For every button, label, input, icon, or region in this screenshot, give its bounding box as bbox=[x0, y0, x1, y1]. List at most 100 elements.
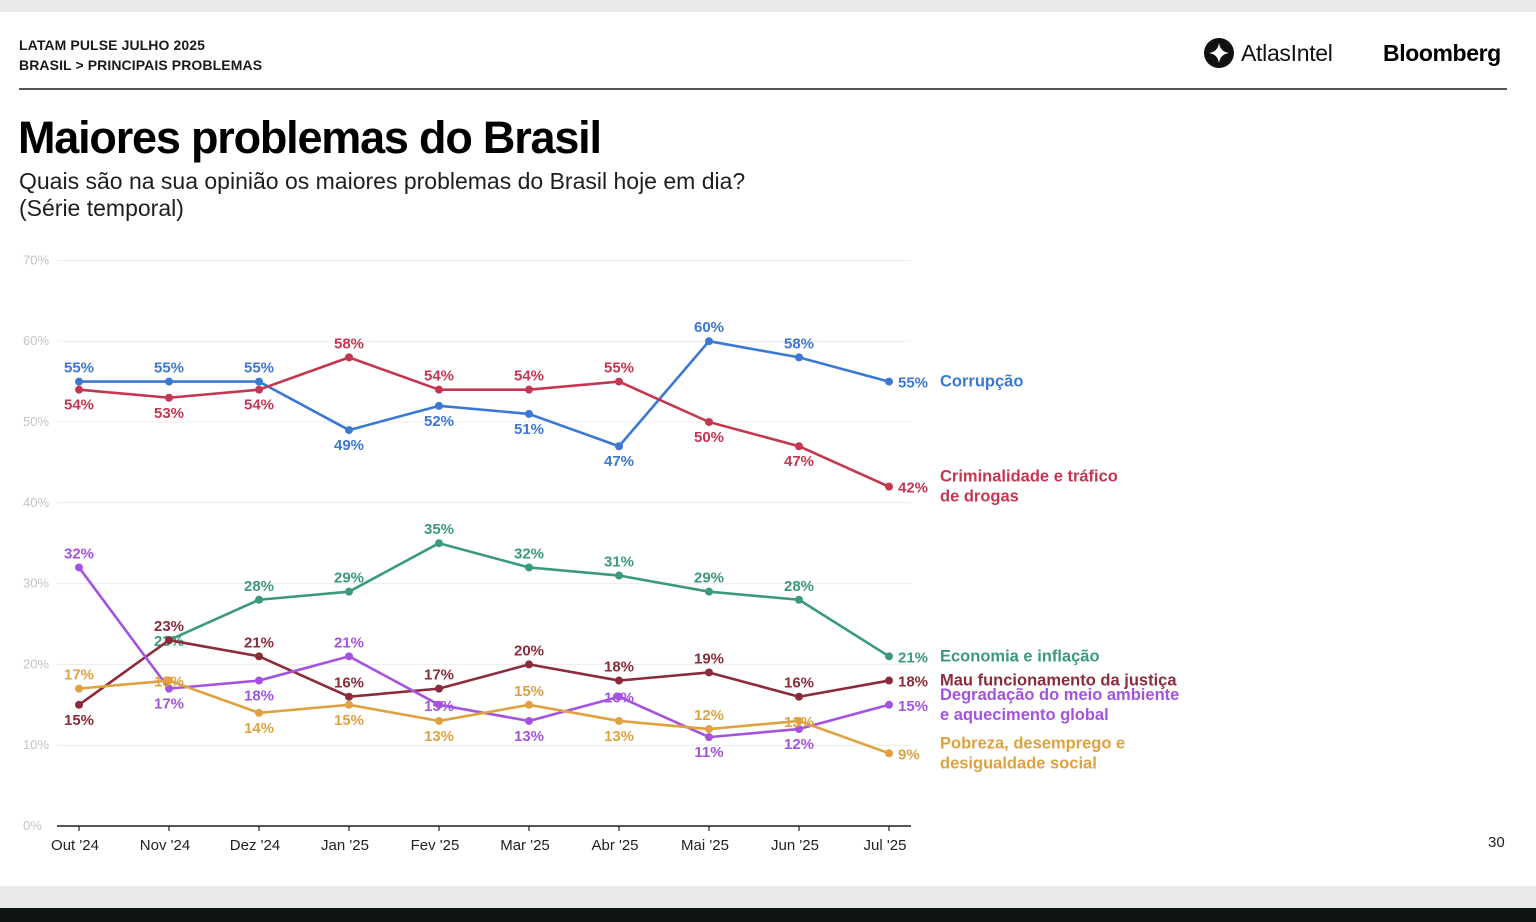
data-label: 58% bbox=[334, 335, 364, 352]
atlasintel-mark-icon bbox=[1204, 38, 1234, 68]
data-point bbox=[345, 426, 353, 435]
kicker: LATAM PULSE JULHO 2025 BRASIL > PRINCIPA… bbox=[19, 35, 262, 75]
data-point bbox=[795, 442, 803, 451]
legend-label: desigualdade social bbox=[940, 754, 1097, 772]
data-point bbox=[255, 377, 263, 386]
data-point bbox=[165, 676, 173, 685]
data-label: 17% bbox=[64, 667, 94, 684]
x-tick-label: Fev '25 bbox=[411, 837, 460, 854]
data-label: 15% bbox=[334, 712, 364, 729]
series-line bbox=[78, 679, 890, 755]
data-label: 53% bbox=[154, 405, 184, 422]
data-point bbox=[885, 749, 893, 758]
data-point bbox=[795, 716, 803, 725]
data-label: 18% bbox=[154, 674, 184, 691]
x-tick-label: Jul '25 bbox=[864, 837, 907, 854]
header-divider bbox=[19, 88, 1507, 90]
data-label: 29% bbox=[334, 570, 364, 587]
legend-label: Degradação do meio ambiente bbox=[940, 686, 1179, 704]
data-point bbox=[705, 668, 713, 677]
data-label: 29% bbox=[694, 570, 724, 587]
data-label: 54% bbox=[244, 397, 274, 414]
data-point bbox=[795, 725, 803, 734]
data-label: 9% bbox=[898, 746, 920, 763]
subtitle-line-2: (Série temporal) bbox=[19, 195, 184, 221]
data-label: 52% bbox=[424, 413, 454, 430]
y-tick-label: 10% bbox=[23, 737, 49, 752]
data-label: 18% bbox=[898, 674, 928, 691]
data-label: 12% bbox=[784, 736, 814, 753]
data-point bbox=[615, 377, 623, 386]
data-point bbox=[75, 377, 83, 386]
data-point bbox=[705, 725, 713, 734]
data-point bbox=[615, 692, 623, 701]
y-tick-label: 40% bbox=[23, 495, 49, 510]
legend-label: Economia e inflação bbox=[940, 647, 1100, 665]
data-point bbox=[885, 377, 893, 386]
data-point bbox=[345, 692, 353, 701]
legend-label: Corrupção bbox=[940, 373, 1023, 391]
data-point bbox=[885, 700, 893, 709]
atlasintel-logo: AtlasIntel bbox=[1203, 36, 1333, 70]
y-tick-label: 70% bbox=[23, 252, 49, 267]
data-label: 12% bbox=[694, 707, 724, 724]
data-label: 54% bbox=[424, 368, 454, 385]
data-label: 18% bbox=[604, 659, 634, 676]
data-point bbox=[615, 571, 623, 580]
data-label: 55% bbox=[898, 375, 928, 392]
data-label: 32% bbox=[514, 545, 544, 562]
data-label: 21% bbox=[244, 634, 274, 651]
data-label: 47% bbox=[604, 453, 634, 470]
data-point bbox=[525, 563, 533, 572]
data-label: 14% bbox=[244, 720, 274, 737]
data-label: 55% bbox=[244, 360, 274, 377]
data-point bbox=[345, 587, 353, 596]
data-label: 16% bbox=[784, 675, 814, 692]
data-label: 31% bbox=[604, 554, 634, 571]
data-label: 13% bbox=[784, 714, 814, 731]
data-point bbox=[615, 442, 623, 451]
data-label: 23% bbox=[154, 618, 184, 635]
data-point bbox=[435, 684, 443, 693]
data-point bbox=[615, 716, 623, 725]
bloomberg-logo: Bloomberg bbox=[1383, 39, 1501, 66]
series-line bbox=[78, 356, 890, 488]
y-tick-label: 30% bbox=[23, 576, 49, 591]
data-point bbox=[345, 652, 353, 661]
data-point bbox=[795, 353, 803, 362]
data-point bbox=[525, 660, 533, 669]
data-label: 55% bbox=[64, 360, 94, 377]
data-label: 18% bbox=[244, 688, 274, 705]
data-point bbox=[345, 700, 353, 709]
data-point bbox=[255, 385, 263, 394]
data-label: 17% bbox=[154, 696, 184, 713]
x-tick-label: Nov '24 bbox=[140, 837, 190, 854]
kicker-line-2: BRASIL > PRINCIPAIS PROBLEMAS bbox=[19, 57, 263, 73]
kicker-line-1: LATAM PULSE JULHO 2025 bbox=[19, 37, 206, 53]
data-label: 58% bbox=[784, 335, 814, 352]
bottom-strip bbox=[0, 908, 1536, 922]
page-subtitle: Quais são na sua opinião os maiores prob… bbox=[19, 168, 919, 222]
data-point bbox=[705, 733, 713, 742]
data-point bbox=[525, 385, 533, 394]
data-label: 32% bbox=[64, 545, 94, 562]
data-point bbox=[75, 684, 83, 693]
data-label: 16% bbox=[334, 675, 364, 692]
data-label: 54% bbox=[514, 368, 544, 385]
data-label: 49% bbox=[334, 437, 364, 454]
y-tick-label: 20% bbox=[23, 656, 49, 671]
data-point bbox=[885, 482, 893, 491]
legend-label: Mau funcionamento da justiça bbox=[940, 672, 1177, 690]
y-tick-label: 50% bbox=[23, 414, 49, 429]
data-point bbox=[525, 409, 533, 418]
legend-label: Criminalidade e tráfico bbox=[940, 468, 1118, 486]
data-label: 50% bbox=[694, 429, 724, 446]
y-tick-label: 60% bbox=[23, 333, 49, 348]
data-label: 35% bbox=[424, 521, 454, 538]
data-label: 28% bbox=[784, 578, 814, 595]
data-point bbox=[795, 595, 803, 604]
data-point bbox=[435, 700, 443, 709]
data-label: 54% bbox=[64, 397, 94, 414]
data-label: 13% bbox=[424, 728, 454, 745]
series-line bbox=[78, 638, 890, 706]
